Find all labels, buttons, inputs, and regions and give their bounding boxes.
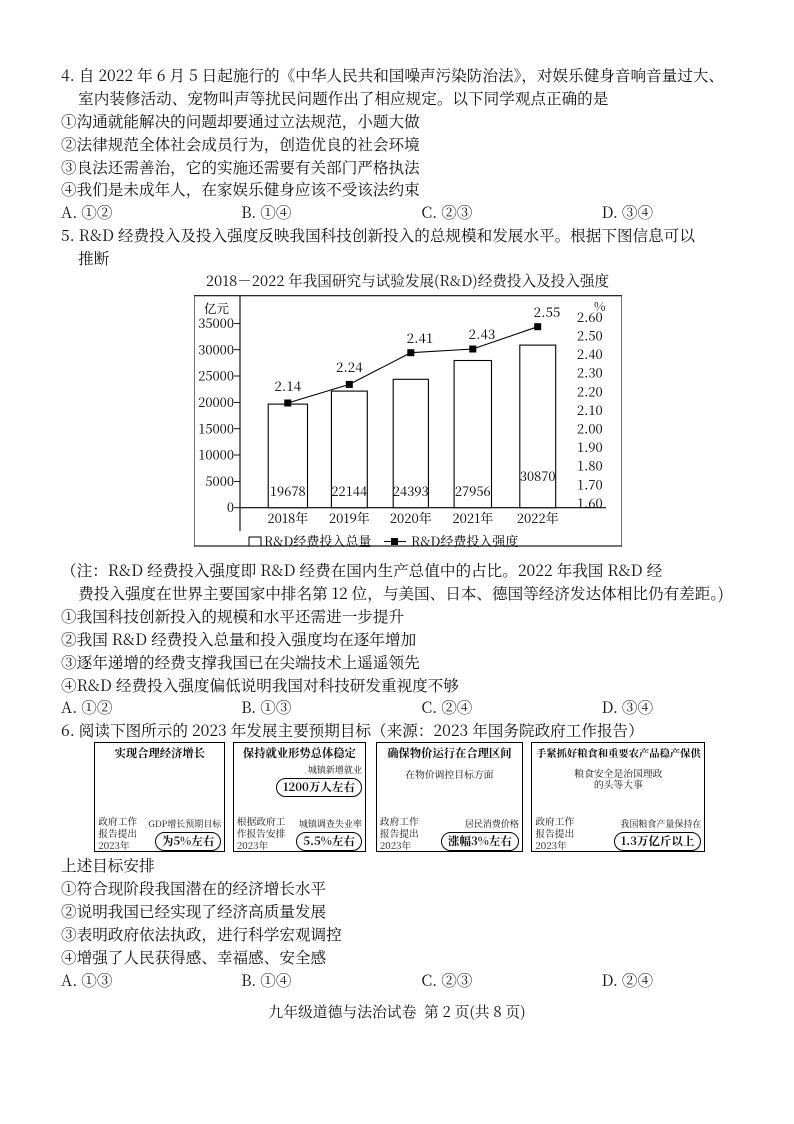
svg-text:2021年: 2021年 [452, 508, 493, 527]
svg-text:15000: 15000 [198, 419, 234, 438]
svg-text:R&D经费投入强度: R&D经费投入强度 [411, 531, 518, 550]
svg-text:2.41: 2.41 [406, 327, 433, 347]
svg-text:1.60: 1.60 [577, 493, 603, 512]
svg-text:27956: 27956 [454, 481, 490, 500]
svg-text:2022年: 2022年 [516, 508, 558, 527]
svg-text:25000: 25000 [198, 366, 234, 385]
svg-text:R&D经费投入总量: R&D经费投入总量 [264, 531, 371, 550]
svg-text:2.50: 2.50 [577, 326, 603, 345]
svg-text:2020年: 2020年 [389, 508, 431, 527]
svg-text:1.80: 1.80 [577, 456, 603, 475]
svg-text:1.70: 1.70 [577, 475, 603, 494]
svg-text:2.00: 2.00 [577, 419, 603, 438]
svg-text:2.30: 2.30 [577, 363, 603, 382]
svg-text:0: 0 [226, 497, 233, 516]
svg-text:20000: 20000 [198, 392, 234, 411]
svg-text:2.60: 2.60 [577, 307, 603, 326]
svg-text:24393: 24393 [392, 481, 428, 500]
svg-text:19678: 19678 [269, 481, 305, 500]
svg-text:2.40: 2.40 [577, 344, 603, 363]
svg-text:2.55: 2.55 [533, 301, 560, 321]
svg-text:5000: 5000 [205, 471, 234, 490]
svg-text:1.90: 1.90 [577, 437, 603, 456]
svg-text:30870: 30870 [519, 466, 555, 485]
svg-text:10000: 10000 [198, 445, 234, 464]
svg-text:22144: 22144 [331, 481, 367, 500]
svg-text:2.43: 2.43 [468, 323, 495, 343]
svg-text:2.24: 2.24 [335, 356, 362, 376]
svg-text:35000: 35000 [198, 313, 234, 332]
svg-text:2019年: 2019年 [328, 508, 369, 527]
svg-text:2018年: 2018年 [267, 508, 308, 527]
svg-text:2.20: 2.20 [577, 382, 603, 401]
svg-text:2.14: 2.14 [274, 375, 301, 395]
svg-text:2.10: 2.10 [577, 400, 603, 419]
svg-text:30000: 30000 [198, 340, 234, 359]
